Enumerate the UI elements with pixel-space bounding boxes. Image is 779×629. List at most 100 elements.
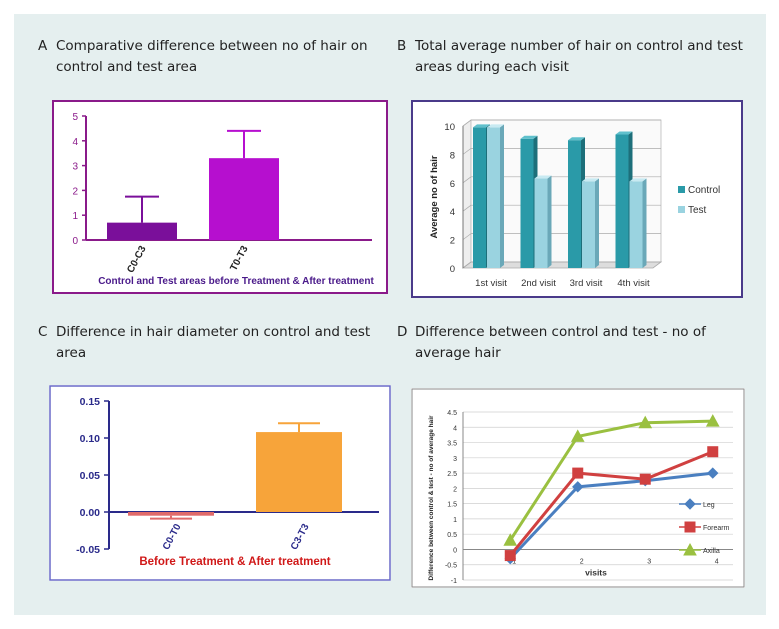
chart-c-border — [49, 385, 391, 581]
y-tick-label: -1 — [451, 578, 457, 585]
legend-swatch — [678, 206, 685, 213]
bar-side — [595, 178, 599, 268]
y-tick-label: 0 — [450, 264, 455, 275]
y-tick-label: 8 — [450, 150, 455, 161]
y-tick-label: 3.5 — [447, 441, 457, 448]
chart-c-svg: -0.05 0.00 0.05 0.10 0.15 C0-T0 C3-T3 Before Tr… — [49, 385, 391, 581]
y-tick-label: 0.05 — [80, 470, 101, 482]
x-tick-label: 4th visit — [617, 278, 650, 289]
chart-b-box: 0 2 4 6 8 10 1st visit 2nd visit 3rd visit 4th vi… — [411, 100, 743, 298]
bar-top — [629, 178, 647, 182]
chart-a-svg: 0 1 2 3 4 5 C0-C3 T0-T3 Control and Test areas b… — [52, 100, 388, 294]
side-wall — [462, 119, 472, 269]
y-tick-label: 4 — [450, 207, 455, 218]
y-tick-label: 1 — [72, 211, 78, 222]
bar — [487, 127, 500, 268]
legend-marker — [683, 542, 697, 556]
y-tick-label: 4 — [453, 425, 457, 432]
y-axis-label: Average no of hair — [429, 155, 440, 238]
chart-d-box: -1 -0.5 0 0.5 1 1.5 2 2.5 3 3.5 4 4.5 1 2 3 4 visits Diff… — [411, 388, 745, 588]
bar-top — [534, 175, 552, 179]
grid-line-diag — [462, 176, 472, 184]
y-tick-label: 1.5 — [447, 502, 457, 509]
legend-label: Forearm — [703, 525, 730, 532]
y-tick-label: 5 — [72, 112, 78, 123]
series-line — [509, 471, 713, 560]
y-tick-label: 0.10 — [80, 433, 101, 445]
marker-square — [504, 550, 516, 562]
marker-diamond — [707, 467, 719, 479]
bar — [582, 181, 595, 268]
bar-top — [520, 135, 538, 139]
marker-square — [639, 473, 651, 485]
panel-a-title-line1: Comparative difference between no of hai… — [56, 38, 368, 54]
legend-marker — [684, 521, 696, 533]
x-tick-label: 2 — [580, 558, 584, 565]
legend-label: Test — [688, 205, 707, 216]
y-tick-label: 2.5 — [447, 471, 457, 478]
bar-top — [487, 124, 504, 128]
y-tick-label: -0.5 — [445, 563, 457, 570]
bar — [256, 432, 342, 512]
marker-triangle — [638, 415, 653, 429]
marker-triangle — [503, 533, 518, 546]
panel-a-letter: A — [38, 38, 48, 54]
bar — [128, 512, 214, 516]
y-tick-label: 2 — [453, 486, 457, 493]
legend-label: Axilla — [703, 548, 720, 555]
panel-b-title-line1: Total average number of hair on control … — [415, 38, 743, 54]
bar-side — [642, 178, 647, 268]
bar — [629, 181, 643, 268]
bar — [107, 222, 177, 240]
marker-square — [707, 446, 719, 458]
bar-side — [500, 124, 504, 268]
series-line — [509, 450, 714, 557]
x-tick-label: 2nd visit — [521, 278, 556, 289]
grid-line-diag — [462, 148, 472, 155]
y-tick-label: 0 — [453, 547, 457, 554]
grid-line-diag — [462, 233, 472, 240]
bar-top — [473, 124, 490, 128]
x-tick-label: C3-T3 — [289, 522, 312, 552]
x-tick-label: 1 — [512, 558, 516, 565]
marker-triangle — [570, 429, 585, 442]
bar — [615, 134, 629, 268]
y-tick-label: 3 — [453, 456, 457, 463]
legend-label: Leg — [703, 502, 715, 509]
panel-c-title-line1: Difference in hair diameter on control a… — [56, 324, 371, 340]
panel-a-title: A Comparative difference between no of ha… — [38, 36, 368, 78]
x-tick-label: 4 — [715, 558, 719, 565]
panel-c-title-line2: area — [56, 345, 87, 361]
y-tick-label: 0 — [72, 236, 78, 247]
legend-swatch — [678, 186, 685, 193]
panel-d-title: D Difference between control and test - n… — [397, 322, 706, 364]
y-tick-label: -0.05 — [76, 544, 100, 556]
series-line — [508, 419, 713, 542]
panel-d-letter: D — [397, 324, 408, 340]
y-tick-label: 6 — [450, 179, 455, 190]
panel-d-title-line2: average hair — [415, 345, 501, 361]
y-tick-label: 10 — [444, 122, 455, 133]
marker-square — [572, 467, 584, 479]
panel-b-title: B Total average number of hair on control… — [397, 36, 743, 78]
panel-d-title-line1: Difference between control and test - no… — [415, 324, 706, 340]
bar-top — [582, 178, 599, 182]
chart-b-svg: 0 2 4 6 8 10 1st visit 2nd visit 3rd visit 4th vi… — [411, 100, 743, 298]
bar — [473, 127, 486, 268]
x-tick-label: C0-C3 — [125, 244, 148, 275]
y-tick-label: 0.15 — [80, 396, 101, 408]
chart-d-border — [411, 388, 745, 588]
x-tick-label: 1st visit — [475, 278, 507, 289]
y-tick-label: 0.5 — [447, 532, 457, 539]
marker-triangle — [705, 414, 720, 427]
bar — [534, 178, 548, 268]
bar — [209, 158, 279, 240]
y-tick-label: 4.5 — [447, 410, 457, 417]
y-axis-label: Difference between control & test - no o… — [428, 415, 435, 581]
y-tick-label: 2 — [72, 186, 78, 197]
y-tick-label: 1 — [453, 517, 457, 524]
chart-a-box: 0 1 2 3 4 5 C0-C3 T0-T3 Control and Test areas b… — [52, 100, 388, 294]
x-tick-label: C0-T0 — [161, 522, 184, 552]
y-tick-label: 4 — [72, 137, 78, 148]
x-tick-label: T0-T3 — [228, 244, 250, 273]
